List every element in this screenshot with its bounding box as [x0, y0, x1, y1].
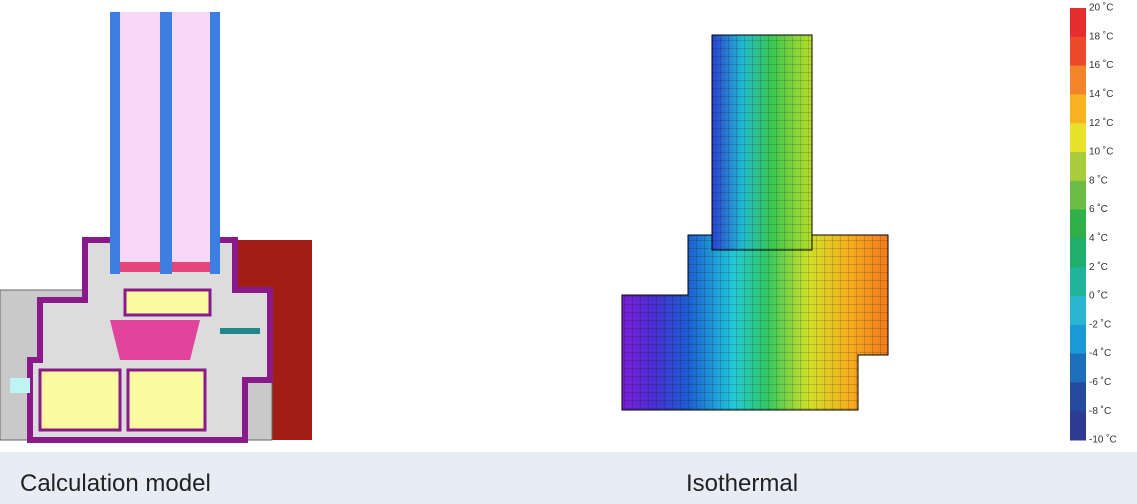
caption: Calculation model [20, 470, 211, 497]
scale-label: 16 ˚C [1089, 59, 1113, 71]
figures: 20 ˚C 18 ˚C 16 ˚C 14 ˚C 12 ˚C 10 ˚C 8 ˚C 6 ˚C 4 … [0, 2, 1117, 446]
scale-swatch [1070, 296, 1086, 326]
scale-swatch [1070, 382, 1086, 412]
color-scale: 20 ˚C 18 ˚C 16 ˚C 14 ˚C 12 ˚C 10 ˚C 8 ˚C 6 ˚C 4 … [1070, 2, 1117, 446]
scale-label: 10 ˚C [1089, 146, 1113, 158]
scale-swatch [1070, 94, 1086, 124]
scale-label: 2 ˚C [1089, 261, 1108, 273]
scale-label: -2 ˚C [1089, 318, 1111, 330]
scale-swatch [1070, 209, 1086, 239]
scale-swatch [1070, 180, 1086, 211]
scale-label: 6 ˚C [1089, 203, 1108, 215]
scale-swatch [1070, 267, 1086, 297]
scale-label: 14 ˚C [1089, 88, 1113, 100]
scale-swatch [1070, 152, 1086, 182]
scale-swatch [1070, 238, 1086, 268]
scale-label: -6 ˚C [1089, 376, 1111, 388]
scale-label: -8 ˚C [1089, 405, 1111, 417]
scale-label: -4 ˚C [1089, 347, 1111, 359]
scale-swatch [1070, 123, 1086, 153]
scale-swatch [1070, 353, 1086, 383]
scale-label: 0 ˚C [1089, 290, 1108, 302]
caption-band [0, 452, 1137, 504]
scale-label: -10 ˚C [1089, 434, 1117, 446]
scale-swatch [1070, 324, 1086, 355]
scale-label: 12 ˚C [1089, 117, 1113, 129]
caption: Isothermal [686, 470, 799, 497]
calculation-model-drawing [0, 12, 312, 443]
scale-label: 18 ˚C [1089, 30, 1113, 42]
scale-label: 4 ˚C [1089, 232, 1108, 244]
scale-swatch [1070, 411, 1086, 441]
scale-label: 8 ˚C [1089, 174, 1108, 186]
isothermal-drawing [621, 34, 889, 411]
scale-swatch [1070, 8, 1086, 38]
scale-swatch [1070, 65, 1086, 95]
scale-label: 20 ˚C [1089, 2, 1113, 14]
scale-swatch [1070, 36, 1086, 67]
